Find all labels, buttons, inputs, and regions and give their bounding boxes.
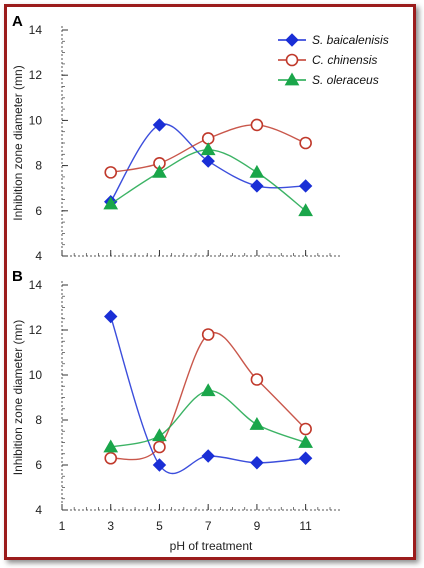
- data-point: [299, 422, 312, 436]
- data-point: [104, 309, 118, 324]
- data-point: [153, 440, 166, 454]
- data-point: [200, 142, 216, 156]
- y-tick-label: 14: [29, 23, 43, 37]
- series-diamond: [104, 309, 313, 475]
- data-point: [201, 154, 215, 168]
- data-point: [299, 136, 312, 150]
- data-point: [201, 328, 215, 341]
- series-triangle: [103, 383, 313, 453]
- series-line: [110, 316, 306, 475]
- y-tick-label: 10: [29, 368, 43, 382]
- series-diamond: [104, 118, 313, 209]
- data-point: [250, 456, 264, 470]
- y-tick-label: 12: [29, 323, 43, 337]
- y-axis-title: Inhibition zone diameter (mn): [11, 65, 25, 220]
- x-tick-label: 1: [59, 519, 66, 533]
- data-point: [152, 458, 167, 472]
- y-tick-label: 14: [29, 278, 43, 292]
- data-point: [250, 118, 264, 132]
- x-axis-title: pH of treatment: [170, 539, 253, 553]
- data-point: [152, 428, 167, 442]
- legend-entry: S. oleraceus: [312, 73, 379, 87]
- x-tick-label: 11: [299, 519, 312, 533]
- data-point: [250, 179, 264, 193]
- data-point: [152, 164, 167, 178]
- x-tick-label: 9: [254, 519, 261, 533]
- y-axis-title: Inhibition zone diameter (mn): [11, 320, 25, 475]
- data-point: [200, 383, 216, 397]
- chart-panel-a: A 4 6 8 10 12 14 Inhibition zone diameter (mn) S…: [11, 13, 389, 263]
- data-point: [298, 179, 313, 193]
- data-point: [104, 166, 118, 179]
- legend-marker: [285, 33, 299, 47]
- panel-label: B: [12, 268, 23, 285]
- data-point: [298, 434, 313, 448]
- legend: S. baicalenisis C. chinensis S. oleraceus: [278, 33, 389, 87]
- x-tick-label: 7: [205, 519, 212, 533]
- y-tick-label: 12: [29, 68, 43, 82]
- legend-entry: C. chinensis: [312, 53, 377, 67]
- y-tick-label: 4: [35, 249, 42, 263]
- series-triangle: [103, 142, 313, 217]
- series-circle: [104, 328, 312, 465]
- y-tick-label: 4: [35, 503, 42, 517]
- series-circle: [104, 118, 312, 179]
- data-point: [103, 196, 119, 210]
- x-tick-label: 5: [156, 519, 163, 533]
- data-point: [249, 416, 265, 430]
- legend-entry: S. baicalenisis: [312, 33, 389, 47]
- legend-marker: [284, 72, 300, 86]
- figure-frame: [4, 4, 416, 560]
- data-point: [152, 118, 167, 132]
- panel-label: A: [12, 13, 23, 30]
- data-point: [104, 451, 118, 465]
- data-point: [298, 451, 313, 465]
- data-point: [103, 439, 119, 453]
- y-tick-label: 6: [35, 458, 42, 472]
- y-tick-label: 10: [29, 113, 43, 127]
- x-tick-label: 3: [107, 519, 114, 533]
- data-point: [249, 164, 265, 178]
- data-point: [201, 449, 215, 463]
- y-tick-label: 8: [35, 413, 42, 427]
- data-point: [298, 203, 313, 217]
- data-point: [250, 373, 264, 386]
- chart-panel-b: B 4 6 8 10 12 14 1 3 5 7 9 11 pH of treatment Inhibiti…: [11, 268, 340, 553]
- y-tick-label: 6: [35, 204, 42, 218]
- y-tick-label: 8: [35, 159, 42, 173]
- legend-marker: [285, 53, 299, 67]
